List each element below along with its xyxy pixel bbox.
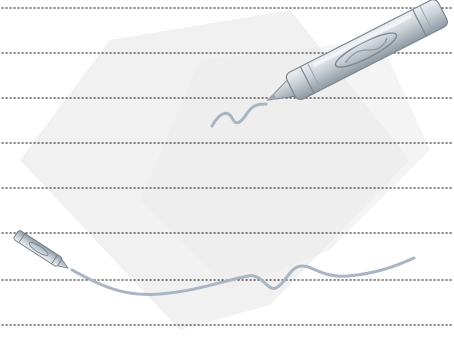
large-crayon-icon [266, 0, 448, 101]
short-scribble [210, 102, 268, 128]
wavy-scribble [70, 256, 416, 296]
small-crayon-icon [13, 230, 69, 269]
